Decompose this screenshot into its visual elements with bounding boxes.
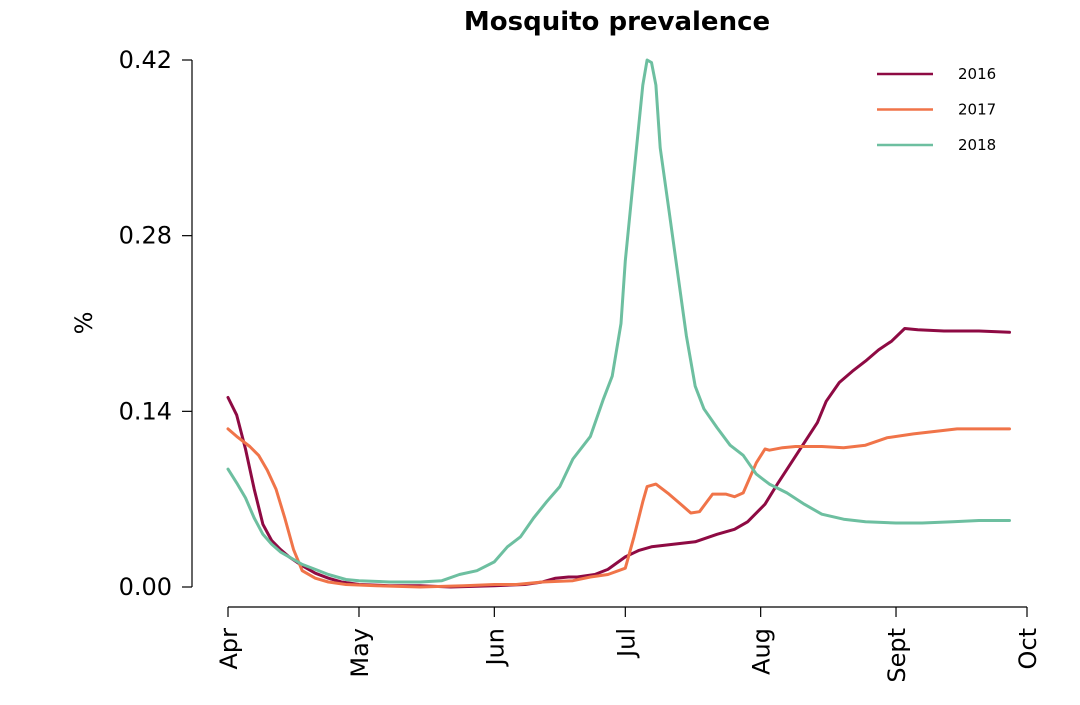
x-tick-label: Sept (883, 628, 911, 683)
chart-title: Mosquito prevalence (464, 7, 770, 37)
series-group (226, 58, 1011, 589)
y-axis-label: % (70, 312, 98, 335)
x-tick-label: Aug (748, 628, 776, 675)
y-tick-label: 0.00 (119, 573, 172, 601)
legend: 2016 2017 2018 (877, 65, 996, 154)
x-tick-label: Jun (481, 628, 509, 668)
y-tick-label: 0.42 (119, 46, 172, 74)
legend-label-2018: 2018 (958, 136, 996, 154)
x-tick-label: Oct (1014, 628, 1042, 670)
x-tick-label: Apr (215, 628, 243, 670)
legend-label-2016: 2016 (958, 65, 996, 83)
series-line-2018 (226, 58, 1011, 584)
y-tick-label: 0.14 (119, 397, 172, 425)
y-axis: 0.00 0.14 0.28 0.42 (119, 46, 193, 601)
series-line-2016 (226, 327, 1011, 589)
x-tick-label: Jul (612, 628, 640, 659)
x-tick-label: May (346, 628, 374, 678)
series-line-2017 (226, 427, 1011, 589)
legend-label-2017: 2017 (958, 101, 996, 119)
x-axis: Apr May Jun Jul Aug Sept Oct (215, 606, 1042, 683)
y-tick-label: 0.28 (119, 222, 172, 250)
